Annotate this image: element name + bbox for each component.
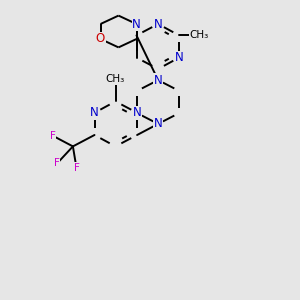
Text: N: N xyxy=(175,51,184,64)
Text: O: O xyxy=(96,32,105,46)
Text: N: N xyxy=(154,117,163,130)
Text: CH₃: CH₃ xyxy=(106,74,125,84)
Text: CH₃: CH₃ xyxy=(190,30,209,40)
Text: N: N xyxy=(154,74,163,87)
Text: N: N xyxy=(154,17,163,31)
Text: F: F xyxy=(74,163,80,173)
Text: F: F xyxy=(50,130,56,141)
Text: N: N xyxy=(133,106,142,119)
Text: N: N xyxy=(90,106,99,119)
Text: N: N xyxy=(132,17,141,31)
Text: F: F xyxy=(54,158,60,169)
